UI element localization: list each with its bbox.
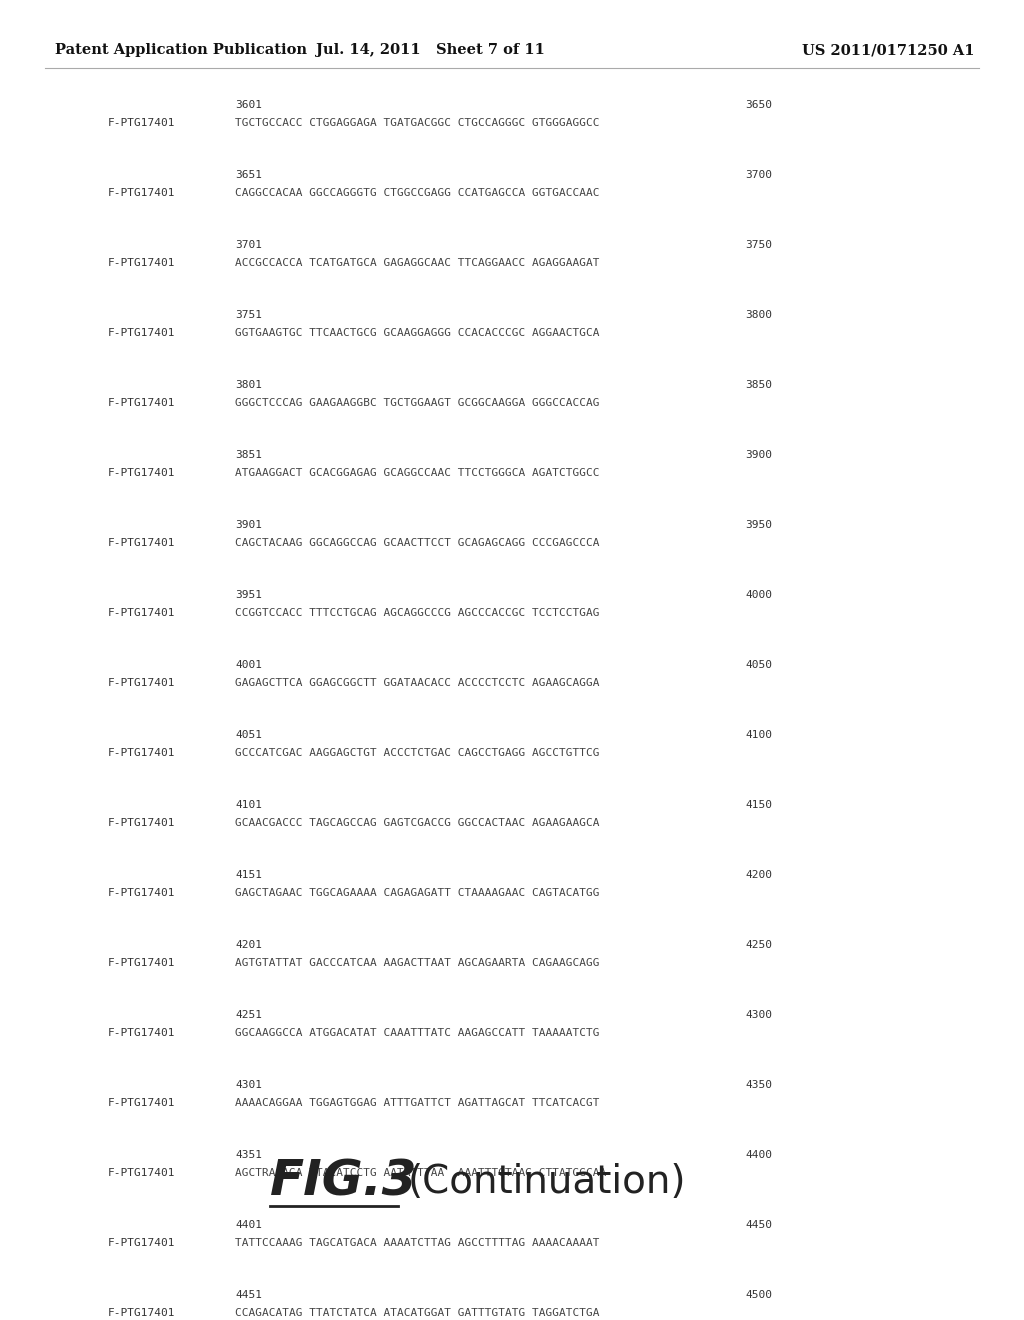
Text: 4450: 4450 bbox=[745, 1220, 772, 1230]
Text: TGCTGCCACC CTGGAGGAGA TGATGACGGC CTGCCAGGGC GTGGGAGGCC: TGCTGCCACC CTGGAGGAGA TGATGACGGC CTGCCAG… bbox=[234, 117, 599, 128]
Text: F-PTG17401: F-PTG17401 bbox=[108, 327, 175, 338]
Text: US 2011/0171250 A1: US 2011/0171250 A1 bbox=[803, 44, 975, 57]
Text: 4301: 4301 bbox=[234, 1080, 262, 1090]
Text: F-PTG17401: F-PTG17401 bbox=[108, 818, 175, 828]
Text: CAGGCCACAA GGCCAGGGTG CTGGCCGAGG CCATGAGCCA GGTGACCAAC: CAGGCCACAA GGCCAGGGTG CTGGCCGAGG CCATGAG… bbox=[234, 187, 599, 198]
Text: 4150: 4150 bbox=[745, 800, 772, 810]
Text: 3751: 3751 bbox=[234, 310, 262, 319]
Text: 4451: 4451 bbox=[234, 1290, 262, 1300]
Text: 4200: 4200 bbox=[745, 870, 772, 880]
Text: 4350: 4350 bbox=[745, 1080, 772, 1090]
Text: F-PTG17401: F-PTG17401 bbox=[108, 117, 175, 128]
Text: 4051: 4051 bbox=[234, 730, 262, 741]
Text: F-PTG17401: F-PTG17401 bbox=[108, 399, 175, 408]
Text: 4300: 4300 bbox=[745, 1010, 772, 1020]
Text: 4401: 4401 bbox=[234, 1220, 262, 1230]
Text: CCAGACATAG TTATCTATCA ATACATGGAT GATTTGTATG TAGGATCTGA: CCAGACATAG TTATCTATCA ATACATGGAT GATTTGT… bbox=[234, 1308, 599, 1317]
Text: F-PTG17401: F-PTG17401 bbox=[108, 888, 175, 898]
Text: GCCCATCGAC AAGGAGCTGT ACCCTCTGAC CAGCCTGAGG AGCCTGTTCG: GCCCATCGAC AAGGAGCTGT ACCCTCTGAC CAGCCTG… bbox=[234, 748, 599, 758]
Text: F-PTG17401: F-PTG17401 bbox=[108, 678, 175, 688]
Text: F-PTG17401: F-PTG17401 bbox=[108, 748, 175, 758]
Text: F-PTG17401: F-PTG17401 bbox=[108, 187, 175, 198]
Text: GGGCTCCCAG GAAGAAGGBC TGCTGGAAGT GCGGCAAGGA GGGCCACCAG: GGGCTCCCAG GAAGAAGGBC TGCTGGAAGT GCGGCAA… bbox=[234, 399, 599, 408]
Text: 3650: 3650 bbox=[745, 100, 772, 110]
Text: GCAACGACCC TAGCAGCCAG GAGTCGACCG GGCCACTAAC AGAAGAAGCA: GCAACGACCC TAGCAGCCAG GAGTCGACCG GGCCACT… bbox=[234, 818, 599, 828]
Text: 3701: 3701 bbox=[234, 240, 262, 249]
Text: F-PTG17401: F-PTG17401 bbox=[108, 539, 175, 548]
Text: 3601: 3601 bbox=[234, 100, 262, 110]
Text: 4400: 4400 bbox=[745, 1150, 772, 1160]
Text: 3850: 3850 bbox=[745, 380, 772, 389]
Text: 3800: 3800 bbox=[745, 310, 772, 319]
Text: 4201: 4201 bbox=[234, 940, 262, 950]
Text: FIG.3: FIG.3 bbox=[270, 1158, 418, 1206]
Text: 3700: 3700 bbox=[745, 170, 772, 180]
Text: 4251: 4251 bbox=[234, 1010, 262, 1020]
Text: 3950: 3950 bbox=[745, 520, 772, 531]
Text: F-PTG17401: F-PTG17401 bbox=[108, 1098, 175, 1107]
Text: Patent Application Publication: Patent Application Publication bbox=[55, 44, 307, 57]
Text: 4100: 4100 bbox=[745, 730, 772, 741]
Text: F-PTG17401: F-PTG17401 bbox=[108, 958, 175, 968]
Text: F-PTG17401: F-PTG17401 bbox=[108, 257, 175, 268]
Text: 4351: 4351 bbox=[234, 1150, 262, 1160]
Text: 4000: 4000 bbox=[745, 590, 772, 601]
Text: GGTGAAGTGC TTCAACTGCG GCAAGGAGGG CCACACCCGC AGGAACTGCA: GGTGAAGTGC TTCAACTGCG GCAAGGAGGG CCACACC… bbox=[234, 327, 599, 338]
Text: F-PTG17401: F-PTG17401 bbox=[108, 469, 175, 478]
Text: F-PTG17401: F-PTG17401 bbox=[108, 609, 175, 618]
Text: 3651: 3651 bbox=[234, 170, 262, 180]
Text: ACCGCCACCA TCATGATGCA GAGAGGCAAC TTCAGGAACC AGAGGAAGAT: ACCGCCACCA TCATGATGCA GAGAGGCAAC TTCAGGA… bbox=[234, 257, 599, 268]
Text: (Continuation): (Continuation) bbox=[408, 1163, 686, 1201]
Text: Jul. 14, 2011   Sheet 7 of 11: Jul. 14, 2011 Sheet 7 of 11 bbox=[315, 44, 545, 57]
Text: 3851: 3851 bbox=[234, 450, 262, 459]
Text: 3901: 3901 bbox=[234, 520, 262, 531]
Text: F-PTG17401: F-PTG17401 bbox=[108, 1028, 175, 1038]
Text: F-PTG17401: F-PTG17401 bbox=[108, 1308, 175, 1317]
Text: ATGAAGGACT GCACGGAGAG GCAGGCCAAC TTCCTGGGCA AGATCTGGCC: ATGAAGGACT GCACGGAGAG GCAGGCCAAC TTCCTGG… bbox=[234, 469, 599, 478]
Text: GAGCTAGAAC TGGCAGAAAA CAGAGAGATT CTAAAAGAAC CAGTACATGG: GAGCTAGAAC TGGCAGAAAA CAGAGAGATT CTAAAAG… bbox=[234, 888, 599, 898]
Text: AGTGTATTAT GACCCATCAA AAGACTTAAT AGCAGAARTA CAGAAGCAGG: AGTGTATTAT GACCCATCAA AAGACTTAAT AGCAGAA… bbox=[234, 958, 599, 968]
Text: 4250: 4250 bbox=[745, 940, 772, 950]
Text: 3900: 3900 bbox=[745, 450, 772, 459]
Text: AGCTRAGAGA TTACATCCTG AATATTTAA  AAATTTGTAAG CTTATGGCAA: AGCTRAGAGA TTACATCCTG AATATTTAA AAATTTGT… bbox=[234, 1168, 606, 1177]
Text: 4101: 4101 bbox=[234, 800, 262, 810]
Text: CAGCTACAAG GGCAGGCCAG GCAACTTCCT GCAGAGCAGG CCCGAGCCCA: CAGCTACAAG GGCAGGCCAG GCAACTTCCT GCAGAGC… bbox=[234, 539, 599, 548]
Text: AAAACAGGAA TGGAGTGGAG ATTTGATTCT AGATTAGCAT TTCATCACGT: AAAACAGGAA TGGAGTGGAG ATTTGATTCT AGATTAG… bbox=[234, 1098, 599, 1107]
Text: F-PTG17401: F-PTG17401 bbox=[108, 1168, 175, 1177]
Text: 4001: 4001 bbox=[234, 660, 262, 671]
Text: 3801: 3801 bbox=[234, 380, 262, 389]
Text: GGCAAGGCCA ATGGACATAT CAAATTTATC AAGAGCCATT TAAAAATCTG: GGCAAGGCCA ATGGACATAT CAAATTTATC AAGAGCC… bbox=[234, 1028, 599, 1038]
Text: F-PTG17401: F-PTG17401 bbox=[108, 1238, 175, 1247]
Text: CCGGTCCACC TTTCCTGCAG AGCAGGCCCG AGCCCACCGC TCCTCCTGAG: CCGGTCCACC TTTCCTGCAG AGCAGGCCCG AGCCCAC… bbox=[234, 609, 599, 618]
Text: 4151: 4151 bbox=[234, 870, 262, 880]
Text: 3750: 3750 bbox=[745, 240, 772, 249]
Text: 4500: 4500 bbox=[745, 1290, 772, 1300]
Text: TATTCCAAAG TAGCATGACA AAAATCTTAG AGCCTTTTAG AAAACAAAAT: TATTCCAAAG TAGCATGACA AAAATCTTAG AGCCTTT… bbox=[234, 1238, 599, 1247]
Text: 3951: 3951 bbox=[234, 590, 262, 601]
Text: 4050: 4050 bbox=[745, 660, 772, 671]
Text: GAGAGCTTCA GGAGCGGCTT GGATAACACC ACCCCTCCTC AGAAGCAGGA: GAGAGCTTCA GGAGCGGCTT GGATAACACC ACCCCTC… bbox=[234, 678, 599, 688]
